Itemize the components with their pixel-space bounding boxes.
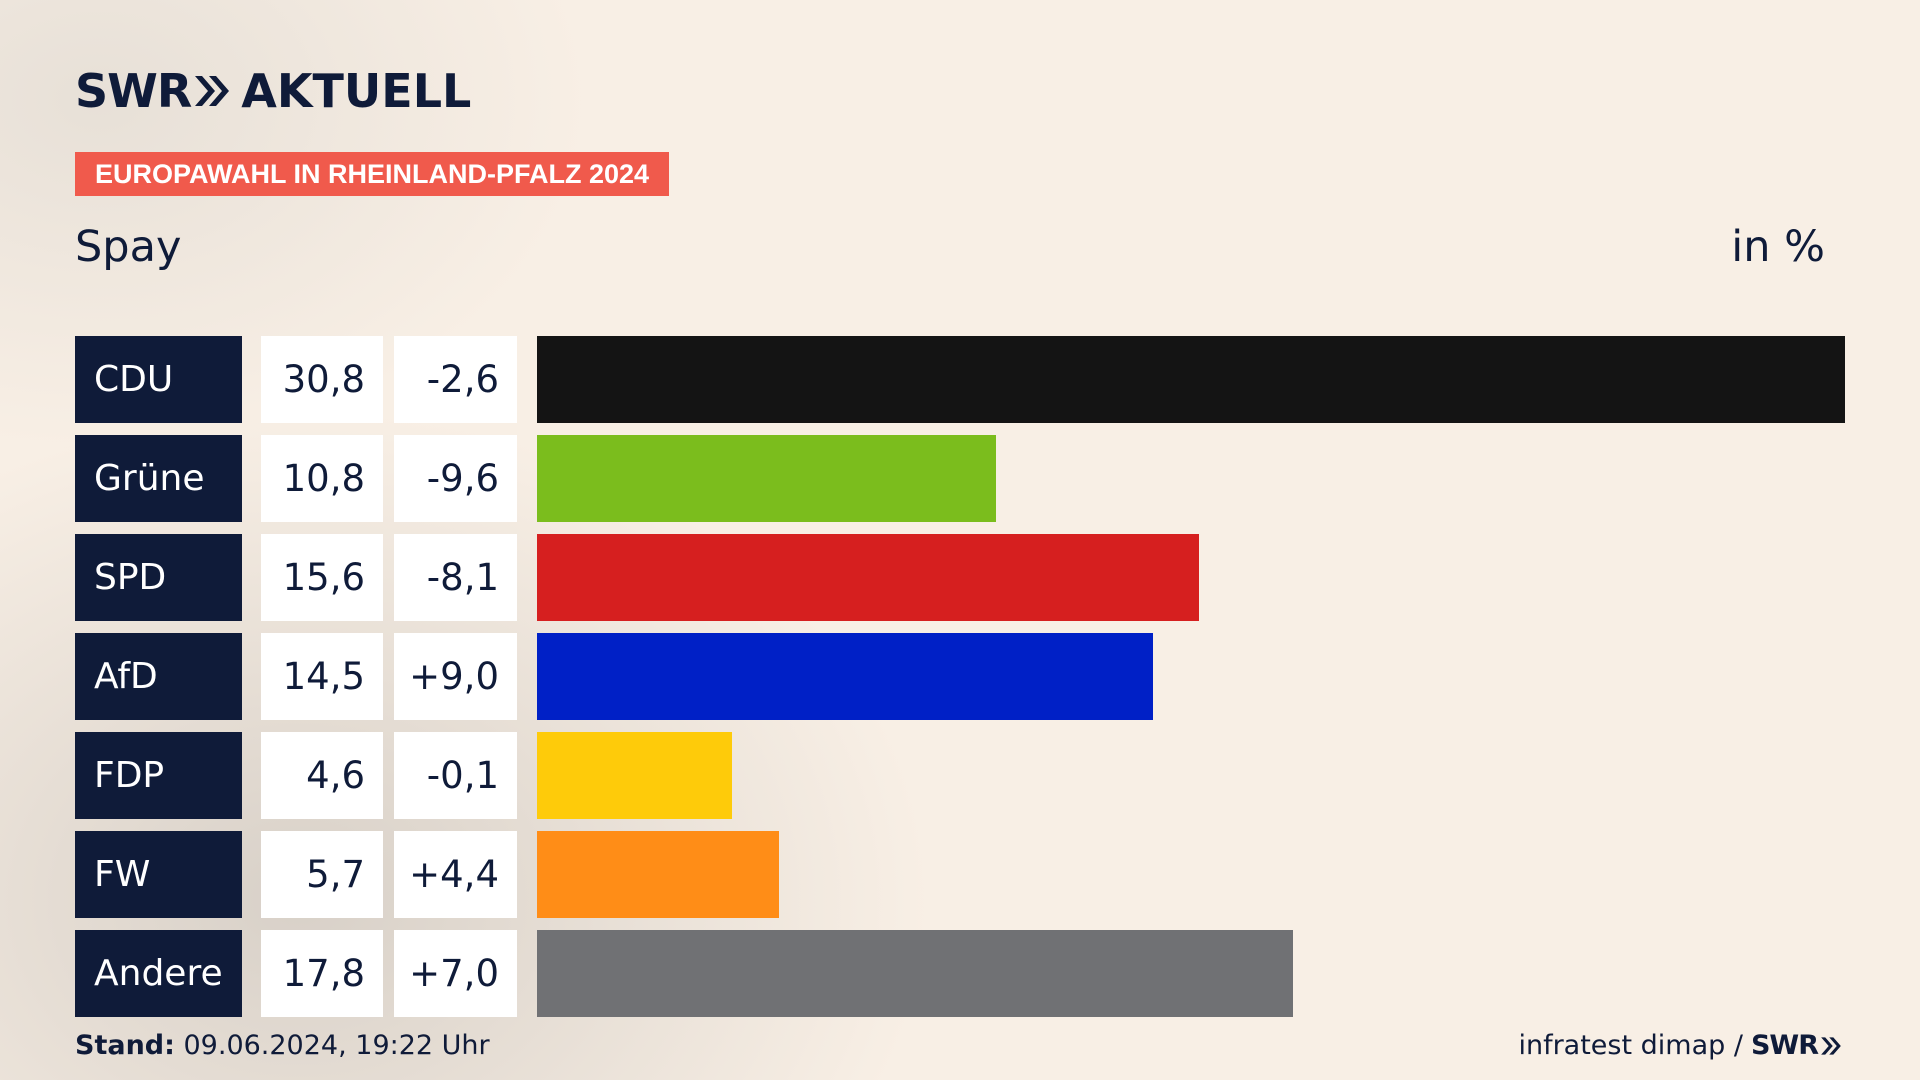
diff-label: +9,0 [394, 633, 517, 720]
diff-label: +7,0 [394, 930, 517, 1017]
chart-row-andere: Andere 17,8 +7,0 [75, 930, 1845, 1017]
chart-row-grüne: Grüne 10,8 -9,6 [75, 435, 1845, 522]
value-label: 15,6 [261, 534, 383, 621]
value-label: 30,8 [261, 336, 383, 423]
value-label: 17,8 [261, 930, 383, 1017]
party-label: FDP [75, 732, 242, 819]
diff-label: -0,1 [394, 732, 517, 819]
footer-swr-logo: SWR [1751, 1030, 1842, 1061]
diff-label: -9,6 [394, 435, 517, 522]
party-label: Grüne [75, 435, 242, 522]
chart-row-fw: FW 5,7 +4,4 [75, 831, 1845, 918]
election-badge: EUROPAWAHL IN RHEINLAND-PFALZ 2024 [75, 152, 670, 196]
chart-row-cdu: CDU 30,8 -2,6 [75, 336, 1845, 423]
bar-fw [537, 831, 779, 918]
double-chevron-icon [193, 74, 231, 108]
chart-row-spd: SPD 15,6 -8,1 [75, 534, 1845, 621]
unit-label: in % [1731, 222, 1825, 272]
value-label: 14,5 [261, 633, 383, 720]
diff-label: +4,4 [394, 831, 517, 918]
bar-cdu [537, 336, 1845, 423]
region-title: Spay [75, 222, 182, 272]
party-label: CDU [75, 336, 242, 423]
party-label: SPD [75, 534, 242, 621]
bar-grüne [537, 435, 996, 522]
diff-label: -2,6 [394, 336, 517, 423]
timestamp: Stand: 09.06.2024, 19:22 Uhr [75, 1030, 490, 1061]
value-label: 4,6 [261, 732, 383, 819]
logo-swr-text: SWR [75, 64, 192, 118]
chart-row-afd: AfD 14,5 +9,0 [75, 633, 1845, 720]
bar-spd [537, 534, 1199, 621]
source-text: infratest dimap / [1518, 1030, 1743, 1061]
bar-afd [537, 633, 1153, 720]
bar-fdp [537, 732, 732, 819]
footer-swr-text: SWR [1750, 1030, 1819, 1061]
party-label: AfD [75, 633, 242, 720]
value-label: 10,8 [261, 435, 383, 522]
source-credit: infratest dimap / SWR [1518, 1030, 1842, 1061]
stand-value: 09.06.2024, 19:22 Uhr [174, 1030, 490, 1061]
value-label: 5,7 [261, 831, 383, 918]
logo-aktuell-text: AKTUELL [241, 64, 472, 118]
party-label: Andere [75, 930, 242, 1017]
swr-aktuell-logo: SWR AKTUELL [75, 64, 471, 118]
party-label: FW [75, 831, 242, 918]
bar-andere [537, 930, 1293, 1017]
diff-label: -8,1 [394, 534, 517, 621]
stand-label: Stand: [75, 1030, 175, 1061]
chart-row-fdp: FDP 4,6 -0,1 [75, 732, 1845, 819]
